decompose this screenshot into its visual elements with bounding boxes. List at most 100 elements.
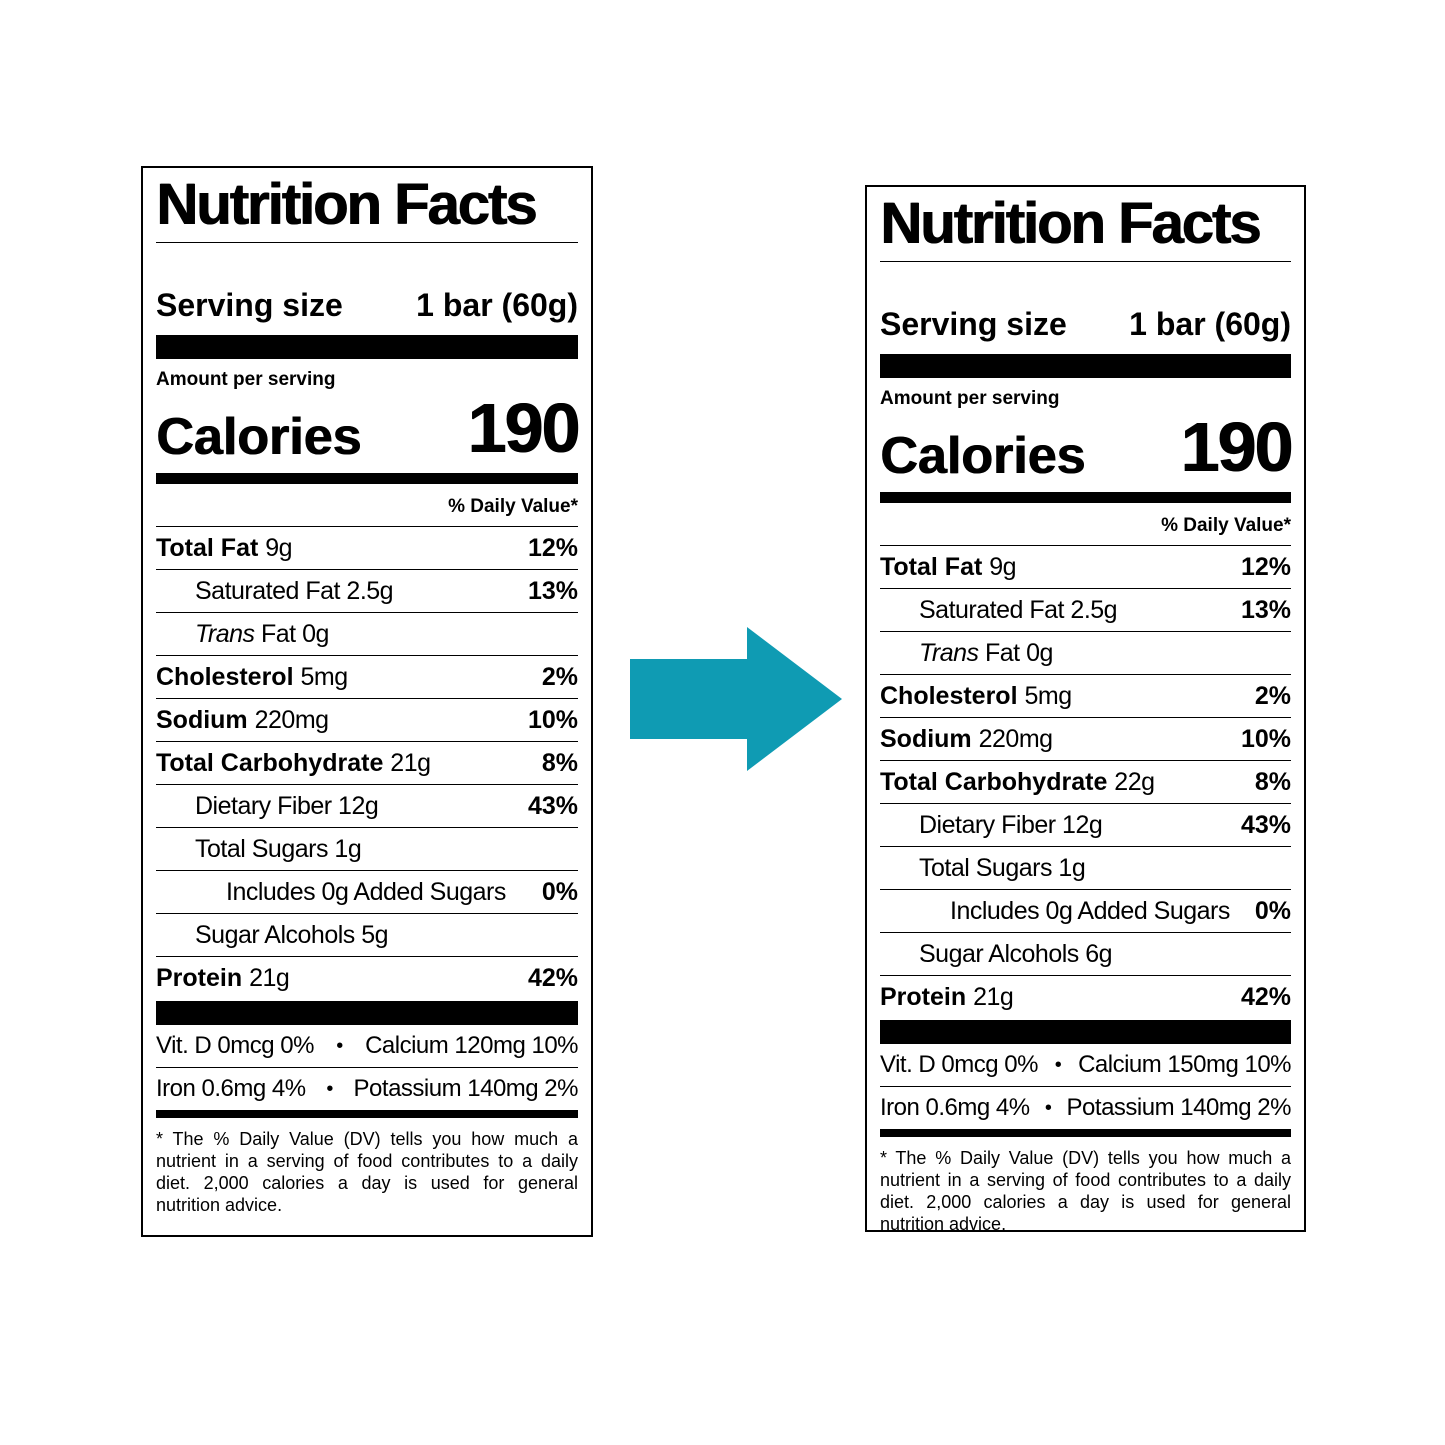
footnote: * The % Daily Value (DV) tells you how m…: [156, 1129, 578, 1215]
divider-thick: [880, 354, 1291, 378]
nutrient-name: Protein: [880, 982, 967, 1011]
nutrient-row-total-sugars: Total Sugars 1g: [156, 828, 578, 871]
nutrient-name: Total Carbohydrate: [156, 748, 384, 777]
potassium: Potassium 140mg 2%: [1066, 1094, 1292, 1121]
serving-size-label: Serving size: [880, 306, 1067, 342]
vitamin-d: Vit. D 0mcg 0%: [156, 1032, 314, 1059]
nutrient-row-cholesterol: Cholesterol 5mg 2%: [156, 656, 578, 699]
calories-label: Calories: [880, 427, 1086, 485]
right-arrow-icon: [630, 627, 842, 771]
nutrient-row-dietary-fiber: Dietary Fiber 12g 43%: [880, 804, 1291, 847]
micronutrient-row-2: Iron 0.6mg 4% • Potassium 140mg 2%: [156, 1068, 579, 1110]
nutrient-dv: 43%: [527, 791, 578, 820]
nutrient-row-sugar-alcohols: Sugar Alcohols 6g: [880, 933, 1291, 976]
nutrient-name: Includes 0g Added Sugars: [226, 877, 506, 906]
nutrient-dv: 13%: [1240, 595, 1291, 624]
nutrient-name: Includes 0g Added Sugars: [950, 896, 1230, 925]
nutrient-row-trans-fat: Trans Fat 0g: [156, 613, 578, 656]
nutrient-row-sodium: Sodium 220mg 10%: [880, 718, 1291, 761]
nutrient-dv: 10%: [527, 705, 578, 734]
nutrient-dv: 0%: [541, 877, 578, 906]
divider-medium: [156, 473, 578, 484]
divider-medium: [880, 492, 1291, 503]
nutrient-dv: 12%: [1240, 552, 1291, 581]
nutrient-row-trans-fat: Trans Fat 0g: [880, 632, 1291, 675]
nutrient-name: Fat 0g: [978, 638, 1053, 667]
divider-thick-bottom: [156, 1001, 578, 1025]
nutrient-row-protein: Protein 21g 42%: [156, 957, 578, 999]
micronutrient-row-2: Iron 0.6mg 4% • Potassium 140mg 2%: [880, 1087, 1292, 1129]
nutrient-amount: 9g: [989, 552, 1017, 581]
nutrient-row-total-fat: Total Fat 9g 12%: [880, 546, 1291, 589]
nutrient-row-total-carbohydrate: Total Carbohydrate 22g 8%: [880, 761, 1291, 804]
divider-small: [156, 1110, 578, 1118]
calories-value: 190: [467, 389, 580, 467]
nutrient-amount: 21g: [973, 982, 1014, 1011]
nutrient-row-sodium: Sodium 220mg 10%: [156, 699, 578, 742]
amount-per-serving: Amount per serving: [156, 369, 336, 390]
nutrient-dv: 2%: [541, 662, 578, 691]
calcium: Calcium 120mg 10%: [365, 1032, 578, 1059]
daily-value-header: % Daily Value*: [156, 484, 578, 527]
nutrient-name-italic: Trans: [919, 638, 979, 667]
nutrient-row-total-sugars: Total Sugars 1g: [880, 847, 1291, 890]
micronutrient-row-1: Vit. D 0mcg 0% • Calcium 120mg 10%: [156, 1025, 578, 1068]
nutrient-name: Total Fat: [880, 552, 983, 581]
calories-row: Calories 190: [156, 389, 580, 467]
nutrient-dv: 42%: [1240, 982, 1291, 1011]
nutrient-name: Saturated Fat 2.5g: [919, 595, 1118, 624]
potassium: Potassium 140mg 2%: [353, 1075, 579, 1102]
nutrient-name: Sugar Alcohols 5g: [195, 920, 389, 949]
nutrient-name: Sodium: [156, 705, 248, 734]
nutrient-row-sugar-alcohols: Sugar Alcohols 5g: [156, 914, 578, 957]
nutrient-name: Saturated Fat 2.5g: [195, 576, 394, 605]
iron: Iron 0.6mg 4%: [880, 1094, 1030, 1121]
nutrient-name: Sodium: [880, 724, 972, 753]
footnote: * The % Daily Value (DV) tells you how m…: [880, 1148, 1291, 1234]
calories-value: 190: [1180, 408, 1293, 486]
nutrient-name: Cholesterol: [880, 681, 1018, 710]
nutrient-name: Protein: [156, 963, 243, 992]
vitamin-d: Vit. D 0mcg 0%: [880, 1051, 1038, 1078]
nutrient-dv: 0%: [1254, 896, 1291, 925]
nutrient-dv: 43%: [1240, 810, 1291, 839]
bullet-separator: •: [336, 1034, 343, 1057]
serving-size-value: 1 bar (60g): [416, 287, 578, 323]
nutrient-row-cholesterol: Cholesterol 5mg 2%: [880, 675, 1291, 718]
label-title: Nutrition Facts: [880, 191, 1261, 256]
calcium: Calcium 150mg 10%: [1078, 1051, 1291, 1078]
nutrient-name: Fat 0g: [254, 619, 329, 648]
nutrient-dv: 2%: [1254, 681, 1291, 710]
nutrient-name: Total Sugars 1g: [919, 853, 1086, 882]
nutrient-row-added-sugars: Includes 0g Added Sugars 0%: [156, 871, 578, 914]
bullet-separator: •: [326, 1077, 333, 1100]
serving-size-row: Serving size 1 bar (60g): [156, 289, 578, 321]
nutrient-name-italic: Trans: [195, 619, 255, 648]
calories-label: Calories: [156, 408, 362, 466]
amount-per-serving: Amount per serving: [880, 388, 1060, 409]
nutrient-dv: 13%: [527, 576, 578, 605]
nutrient-amount: 9g: [265, 533, 293, 562]
nutrient-name: Dietary Fiber 12g: [195, 791, 379, 820]
nutrient-name: Sugar Alcohols 6g: [919, 939, 1113, 968]
nutrient-row-total-fat: Total Fat 9g 12%: [156, 527, 578, 570]
divider-small: [880, 1129, 1291, 1137]
nutrition-label-before: Nutrition Facts Serving size 1 bar (60g)…: [141, 166, 593, 1237]
nutrient-dv: 12%: [527, 533, 578, 562]
nutrient-name: Cholesterol: [156, 662, 294, 691]
title-rule: [880, 261, 1291, 262]
nutrient-amount: 21g: [390, 748, 431, 777]
nutrient-dv: 8%: [541, 748, 578, 777]
title-rule: [156, 242, 578, 243]
nutrient-amount: 220mg: [254, 705, 329, 734]
nutrient-name: Total Fat: [156, 533, 259, 562]
nutrient-amount: 5mg: [1024, 681, 1072, 710]
bullet-separator: •: [1044, 1096, 1052, 1119]
nutrient-dv: 8%: [1254, 767, 1291, 796]
nutrient-row-saturated-fat: Saturated Fat 2.5g 13%: [156, 570, 578, 613]
nutrient-row-dietary-fiber: Dietary Fiber 12g 43%: [156, 785, 578, 828]
iron: Iron 0.6mg 4%: [156, 1075, 306, 1102]
nutrient-row-added-sugars: Includes 0g Added Sugars 0%: [880, 890, 1291, 933]
nutrient-dv: 10%: [1240, 724, 1291, 753]
serving-size-row: Serving size 1 bar (60g): [880, 308, 1291, 340]
